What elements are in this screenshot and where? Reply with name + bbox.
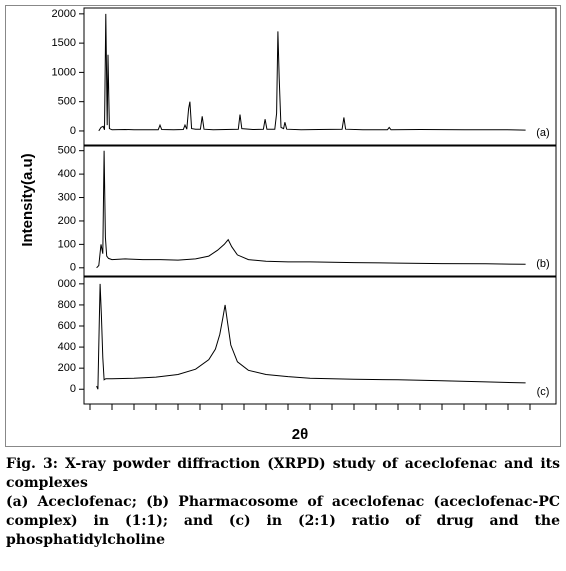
- y-tick-label: 1000: [52, 66, 76, 78]
- panel-label: (c): [537, 386, 550, 398]
- figure-border: [5, 5, 561, 447]
- chart: 2θ Intensity(a.u) 0500100015002000(a)010…: [5, 5, 561, 447]
- y-tick-label: 100: [58, 238, 76, 250]
- panel-frame: [83, 145, 557, 277]
- xrpd-line: [96, 150, 526, 269]
- y-tick-label: 800: [58, 299, 76, 311]
- y-tick-label: 600: [58, 320, 76, 332]
- y-tick-label: 500: [58, 96, 76, 108]
- y-tick-label: 0: [70, 383, 76, 395]
- caption-title: Fig. 3: X-ray powder diffraction (XRPD) …: [6, 456, 560, 491]
- y-tick-label: 0: [70, 125, 76, 137]
- y-tick-label: 300: [58, 191, 76, 203]
- y-tick-label: 1500: [52, 37, 76, 49]
- panel-label: (a): [536, 127, 549, 139]
- panel-frame: [83, 276, 557, 405]
- y-tick-label: 200: [58, 215, 76, 227]
- caption-text: (a) Aceclofenac; (b) Pharmacosome of ace…: [6, 494, 560, 548]
- xrpd-line: [98, 13, 526, 132]
- y-tick-label: 000: [58, 278, 76, 290]
- y-tick-label: 200: [58, 362, 76, 374]
- caption: Fig. 3: X-ray powder diffraction (XRPD) …: [6, 455, 560, 550]
- y-tick-label: 400: [58, 341, 76, 353]
- panel-frame: [83, 7, 557, 146]
- y-tick-label: 500: [58, 145, 76, 157]
- x-axis-label: 2θ: [292, 426, 308, 443]
- xrpd-line: [96, 283, 526, 390]
- y-tick-label: 400: [58, 168, 76, 180]
- y-axis-label: Intensity(a.u): [19, 153, 36, 246]
- y-tick-label: 0: [70, 262, 76, 274]
- panel-label: (b): [536, 258, 549, 270]
- y-tick-label: 2000: [52, 8, 76, 20]
